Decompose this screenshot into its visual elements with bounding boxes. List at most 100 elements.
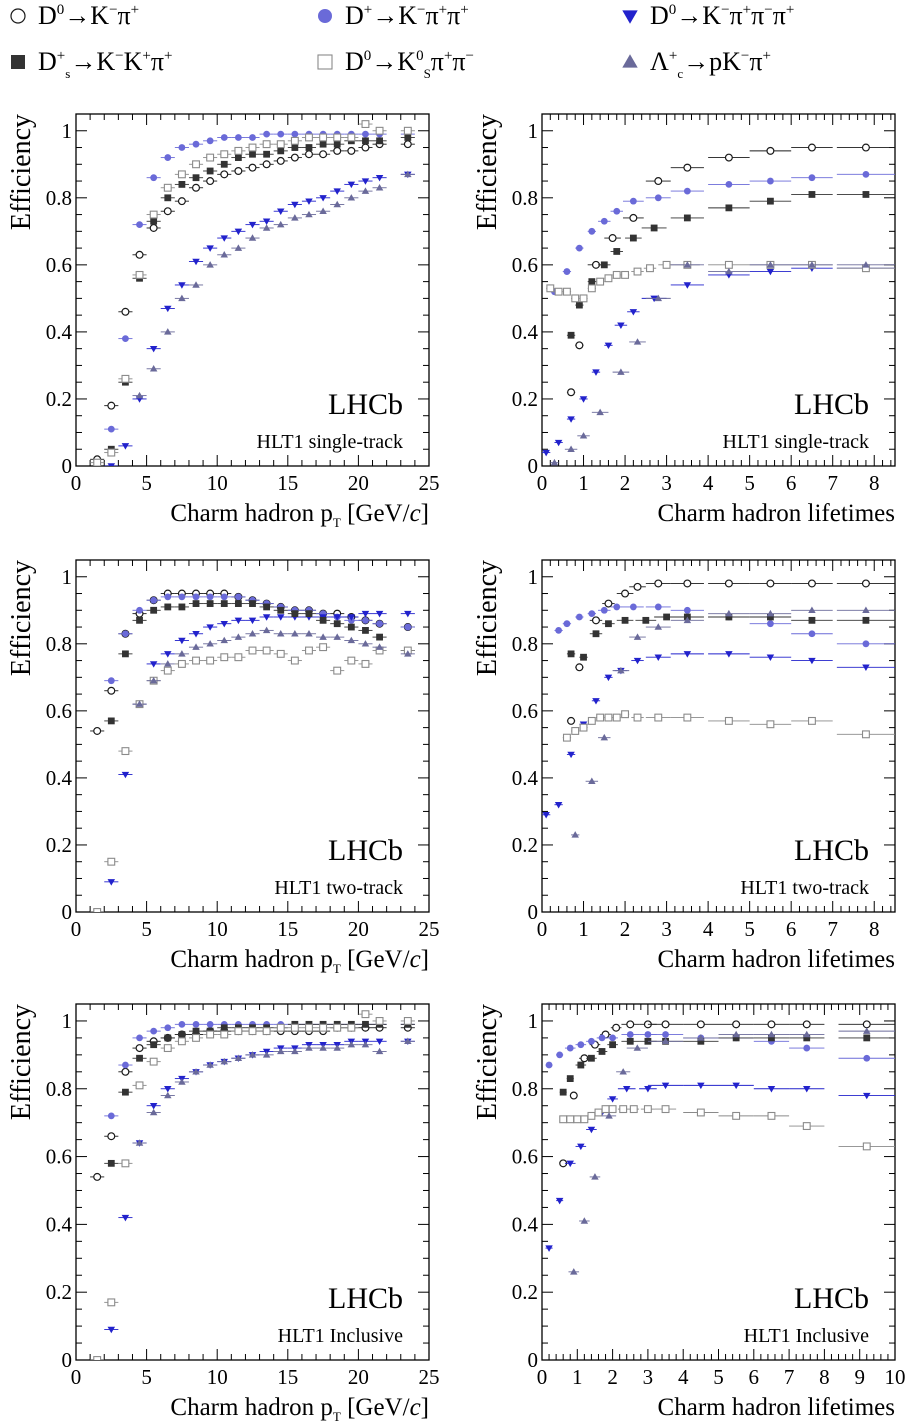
data-point: [766, 261, 775, 268]
data-point: [290, 656, 299, 665]
series-D0_K3pi: [542, 651, 895, 819]
data-point: [604, 274, 613, 283]
x-tick-label: 9: [854, 1365, 865, 1389]
data-point: [404, 170, 412, 178]
x-tick-label: 0: [537, 917, 548, 941]
data-point: [121, 1067, 130, 1076]
y-tick-label: 0.4: [512, 1212, 539, 1236]
x-axis-label: Charm hadron lifetimes: [658, 500, 895, 527]
data-point: [163, 666, 172, 675]
data-point: [592, 369, 600, 376]
data-point: [319, 140, 327, 148]
legend-entry-D0_K3pi: D0→K−π+π−π+: [622, 1, 794, 30]
data-point: [192, 1033, 200, 1042]
y-axis-label: Efficiency: [6, 1004, 37, 1120]
data-point: [604, 713, 613, 722]
data-point: [622, 1086, 631, 1093]
y-axis-label: Efficiency: [472, 1004, 503, 1120]
data-point: [567, 751, 575, 759]
data-point: [220, 251, 228, 258]
data-point: [766, 146, 775, 155]
data-point: [121, 443, 130, 450]
data-point: [107, 1159, 115, 1167]
data-point: [612, 270, 621, 279]
data-point: [563, 268, 571, 275]
data-point: [767, 177, 774, 185]
data-point: [248, 1051, 257, 1058]
data-point: [291, 1047, 299, 1055]
legend-label-Ds_KKpi: D+s→K−K+π+: [38, 47, 172, 81]
data-point: [192, 160, 200, 169]
data-point: [724, 579, 733, 588]
data-point: [613, 207, 621, 215]
data-point: [248, 617, 257, 625]
data-point: [580, 1115, 589, 1124]
data-point: [683, 163, 692, 172]
data-point: [862, 191, 870, 198]
data-point: [863, 1027, 871, 1034]
data-point: [803, 1086, 811, 1093]
y-tick-label: 0.4: [512, 766, 539, 790]
data-point: [633, 657, 642, 665]
data-point: [646, 264, 654, 273]
data-point: [862, 170, 870, 178]
data-point: [290, 136, 299, 145]
data-point: [149, 1108, 158, 1116]
data-point: [598, 1048, 606, 1055]
data-point: [575, 613, 583, 621]
data-point: [206, 1030, 215, 1039]
y-tick-label: 1: [528, 1009, 539, 1033]
data-point: [732, 1111, 741, 1120]
data-point: [277, 220, 285, 228]
data-point: [588, 1037, 595, 1045]
data-point: [807, 579, 816, 588]
data-point: [93, 1172, 102, 1181]
data-point: [107, 463, 116, 466]
data-point: [107, 677, 115, 685]
data-point: [725, 609, 733, 617]
data-point: [588, 610, 596, 618]
plot-frame: [75, 113, 430, 467]
data-point: [333, 620, 341, 628]
data-point: [248, 646, 257, 655]
data-point: [121, 1214, 130, 1222]
data-point: [150, 174, 158, 182]
x-tick-label: 20: [348, 1365, 369, 1389]
data-point: [361, 143, 370, 152]
data-point: [683, 187, 691, 195]
data-point: [571, 727, 580, 735]
data-point: [562, 733, 571, 742]
trigger-label: HLT1 Inclusive: [278, 1325, 403, 1347]
lhcb-watermark: LHCb: [328, 1282, 403, 1315]
y-axis-label: Efficiency: [472, 560, 503, 676]
series-Dp_Kpipi: [554, 603, 895, 648]
data-point: [192, 600, 200, 607]
data-point: [206, 593, 214, 601]
data-point: [164, 1034, 172, 1042]
data-point: [662, 260, 671, 269]
data-point: [613, 248, 621, 255]
data-point: [403, 126, 412, 135]
data-point: [93, 458, 102, 466]
data-point: [333, 1044, 341, 1051]
series-D0_Kpi: [566, 143, 895, 397]
data-point: [206, 1061, 214, 1068]
data-point: [545, 1061, 553, 1069]
y-tick-label: 0: [528, 1348, 539, 1372]
data-point: [276, 140, 285, 149]
data-point: [220, 1057, 228, 1065]
data-point: [347, 194, 356, 201]
y-tick-label: 0.4: [512, 320, 539, 344]
data-point: [206, 245, 214, 252]
data-point: [319, 133, 328, 142]
data-point: [319, 150, 328, 159]
data-point: [277, 147, 285, 155]
data-point: [862, 664, 870, 672]
data-point: [661, 1105, 670, 1114]
y-tick-label: 0.2: [512, 1280, 538, 1304]
y-tick-label: 1: [528, 119, 539, 143]
data-point: [220, 134, 228, 141]
data-point: [192, 643, 200, 650]
data-point: [319, 195, 327, 202]
y-tick-label: 0.2: [46, 833, 72, 857]
